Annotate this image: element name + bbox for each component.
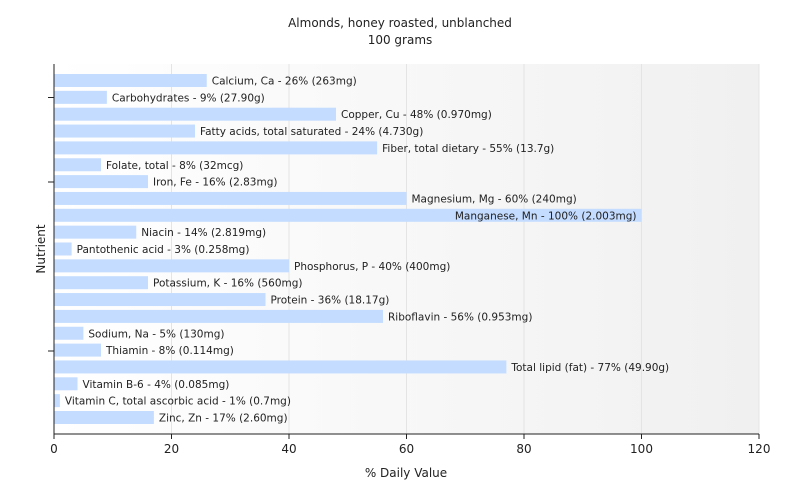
bar bbox=[54, 225, 137, 239]
bar bbox=[54, 74, 207, 87]
x-tick-label: 60 bbox=[399, 442, 414, 456]
bar-label: Zinc, Zn - 17% (2.60mg) bbox=[159, 413, 288, 425]
bar-label: Phosphorus, P - 40% (400mg) bbox=[294, 261, 450, 273]
bar-label: Fatty acids, total saturated - 24% (4.73… bbox=[200, 126, 423, 138]
bar bbox=[54, 158, 101, 172]
bar bbox=[54, 141, 378, 155]
bar-label: Carbohydrates - 9% (27.90g) bbox=[112, 92, 265, 104]
bar bbox=[54, 326, 84, 340]
bar-label: Calcium, Ca - 26% (263mg) bbox=[212, 76, 357, 88]
chart-subtitle: 100 grams bbox=[368, 33, 433, 47]
bar-label: Copper, Cu - 48% (0.970mg) bbox=[341, 109, 492, 121]
bar bbox=[54, 175, 148, 189]
bar bbox=[54, 309, 383, 323]
x-ticks: 0 20 40 60 80 100 120 bbox=[50, 434, 770, 456]
bar-label: Vitamin B-6 - 4% (0.085mg) bbox=[83, 379, 230, 391]
y-ticks bbox=[48, 97, 54, 352]
bar-label: Riboflavin - 56% (0.953mg) bbox=[388, 311, 532, 323]
bar bbox=[54, 259, 289, 273]
bar-label: Vitamin C, total ascorbic acid - 1% (0.7… bbox=[65, 396, 291, 408]
x-tick-label: 80 bbox=[516, 442, 531, 456]
x-axis-label: % Daily Value bbox=[365, 466, 447, 480]
bar-label: Potassium, K - 16% (560mg) bbox=[153, 278, 303, 290]
bar-label: Fiber, total dietary - 55% (13.7g) bbox=[382, 143, 554, 155]
bar bbox=[54, 90, 107, 104]
bar-label: Thiamin - 8% (0.114mg) bbox=[105, 345, 234, 357]
bar bbox=[54, 293, 266, 307]
bar-label: Magnesium, Mg - 60% (240mg) bbox=[412, 193, 577, 205]
bar-label: Manganese, Mn - 100% (2.003mg) bbox=[455, 210, 637, 222]
x-tick-label: 20 bbox=[164, 442, 179, 456]
bar bbox=[54, 191, 407, 205]
bar-label: Iron, Fe - 16% (2.83mg) bbox=[153, 177, 277, 189]
bar-label: Sodium, Na - 5% (130mg) bbox=[88, 328, 224, 340]
bar bbox=[54, 276, 148, 290]
bar-label: Folate, total - 8% (32mcg) bbox=[106, 160, 243, 172]
bar-label: Total lipid (fat) - 77% (49.90g) bbox=[510, 362, 669, 374]
bar bbox=[54, 242, 72, 256]
bar bbox=[54, 394, 60, 408]
x-tick-label: 40 bbox=[281, 442, 296, 456]
x-tick-label: 0 bbox=[50, 442, 58, 456]
bar-label: Pantothenic acid - 3% (0.258mg) bbox=[77, 244, 250, 256]
bar bbox=[54, 343, 101, 357]
bar bbox=[54, 377, 78, 391]
x-tick-label: 120 bbox=[748, 442, 771, 456]
chart-title: Almonds, honey roasted, unblanched bbox=[288, 16, 512, 30]
bar-label: Protein - 36% (18.17g) bbox=[271, 295, 390, 307]
bar bbox=[54, 107, 336, 121]
bar-labels: Calcium, Ca - 26% (263mg) Carbohydrates -… bbox=[65, 76, 669, 425]
y-axis-label: Nutrient bbox=[34, 224, 48, 274]
bar bbox=[54, 411, 154, 424]
bar bbox=[54, 360, 507, 374]
bar-label: Niacin - 14% (2.819mg) bbox=[141, 227, 266, 239]
bar bbox=[54, 124, 195, 138]
bar bbox=[54, 208, 642, 222]
x-tick-label: 100 bbox=[630, 442, 653, 456]
bars bbox=[54, 74, 642, 424]
